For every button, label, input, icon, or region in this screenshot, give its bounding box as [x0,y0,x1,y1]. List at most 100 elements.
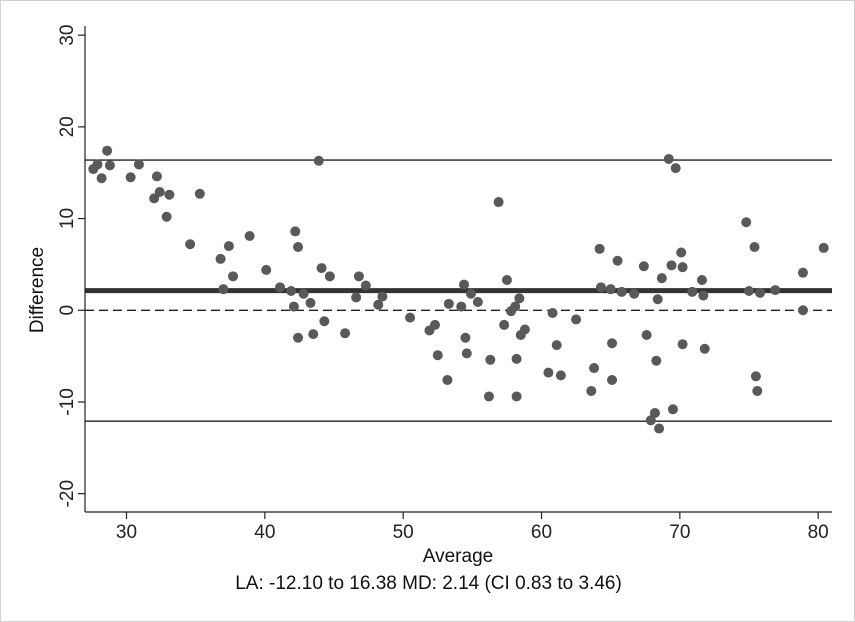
data-point [645,415,656,426]
x-tick-label: 60 [531,522,552,543]
data-point [514,293,525,304]
data-point [308,329,319,340]
data-point [96,173,107,184]
data-point [261,264,272,275]
data-point [699,343,710,354]
y-tick-label: 20 [57,116,78,137]
data-point [293,241,304,252]
data-point [353,271,364,282]
data-point [133,159,144,170]
data-point [687,286,698,297]
data-point [316,263,327,274]
data-point [676,247,687,258]
y-tick-label: 10 [57,208,78,229]
data-point [465,288,476,299]
data-point [696,275,707,286]
data-point [432,350,443,361]
data-point [228,271,239,282]
y-tick-label: -10 [57,388,78,415]
data-point [749,241,760,252]
data-point [185,239,196,250]
data-point [459,279,470,290]
data-point [244,230,255,241]
data-point [667,404,678,415]
data-point [511,353,522,364]
data-point [755,287,766,298]
data-points [88,145,829,434]
data-point [499,319,510,330]
data-point [551,340,562,351]
data-point [744,286,754,297]
data-point [649,407,660,418]
data-point [571,314,582,325]
data-point [607,374,618,385]
y-tick-label: -20 [57,480,78,507]
data-point [797,267,808,278]
data-point [605,284,616,295]
data-point [797,305,808,316]
data-point [194,188,205,199]
data-point [288,301,299,312]
data-point [595,282,606,293]
x-tick-label: 40 [254,522,275,543]
y-tick-label: 0 [57,305,78,316]
data-point [102,145,113,156]
data-point [547,308,558,319]
data-point [483,391,494,402]
data-point [501,275,512,286]
data-point [616,286,627,297]
data-point [461,348,472,359]
data-point [511,391,522,402]
data-point [607,338,618,349]
data-point [290,226,301,237]
data-point [218,284,229,295]
data-point [638,261,649,272]
data-point [324,271,335,282]
data-point [215,253,226,264]
data-point [340,328,351,339]
data-point [612,255,623,266]
data-point [286,286,297,297]
data-point [104,160,115,171]
data-point [741,217,752,228]
data-point [472,297,483,308]
data-point [652,294,663,305]
x-tick-label: 70 [669,522,690,543]
data-point [377,291,388,302]
data-point [629,288,640,299]
data-point [405,312,416,323]
data-point [164,189,175,200]
data-point [586,385,597,396]
data-point [275,282,286,293]
data-point [589,363,600,374]
data-point [698,290,709,301]
data-point [373,299,384,310]
data-point [510,301,521,312]
data-point [651,355,662,366]
axes: -20 -10 0 10 20 30 30 40 50 60 70 80 [57,25,832,543]
data-point [752,385,763,396]
reference-lines [85,159,832,422]
data-point [493,197,504,208]
data-point [666,260,677,271]
data-point [670,163,681,174]
data-point [125,172,136,183]
y-tick-label: 30 [57,25,78,46]
data-point [161,211,172,222]
data-point [654,423,665,434]
data-point [456,301,467,312]
x-tick-label: 80 [808,522,829,543]
data-point [519,324,530,335]
data-point [677,339,688,350]
data-point [770,285,781,296]
data-point [485,354,496,365]
data-point [594,243,605,254]
data-point [555,370,566,381]
data-point [298,288,309,299]
data-point [543,367,554,378]
data-point [313,155,324,166]
data-point [750,371,761,382]
data-point [360,280,371,291]
x-tick-label: 30 [116,522,137,543]
